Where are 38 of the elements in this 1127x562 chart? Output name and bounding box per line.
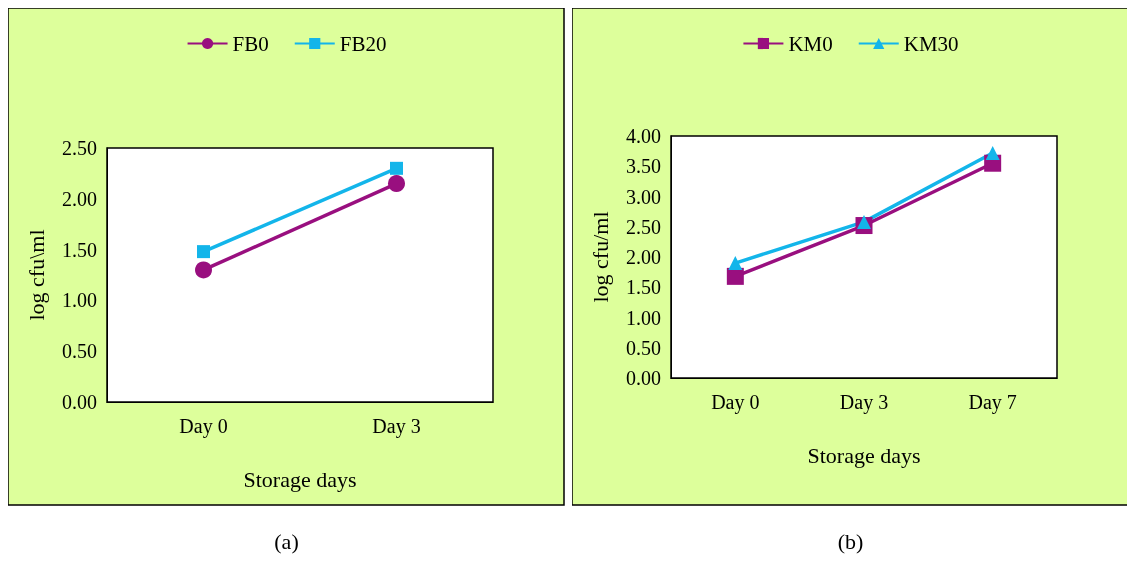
y-tick-label: 1.00 — [626, 306, 661, 329]
y-tick-label: 2.00 — [626, 246, 661, 268]
y-tick-label: 0.50 — [62, 340, 97, 363]
point — [195, 261, 212, 279]
y-tick-label: 0.50 — [626, 336, 661, 359]
x-tick-label: Day 3 — [839, 391, 889, 414]
x-tick-label: Day 0 — [711, 391, 760, 414]
point — [728, 256, 743, 271]
x-tick-label: Day 3 — [372, 415, 421, 438]
point — [726, 267, 744, 285]
legend-label: FB20 — [339, 31, 387, 56]
text: (b) — [837, 528, 864, 554]
y-tick-label: 1.00 — [62, 289, 97, 312]
point — [390, 161, 403, 175]
y-tick-label: 2.00 — [62, 187, 97, 210]
x-axis-title: Storage days — [807, 442, 921, 468]
y-tick-label: 2.50 — [62, 137, 97, 159]
y-tick-label: 2.50 — [626, 215, 661, 238]
x-axis-title: Storage days — [243, 466, 357, 492]
y-axis-title: log cfu/ml — [587, 211, 613, 303]
x-tick-label: Day 7 — [968, 391, 1017, 414]
y-tick-label: 0.00 — [626, 367, 661, 389]
text: (a) — [274, 528, 299, 554]
point — [197, 245, 210, 259]
y-tick-label: 1.50 — [626, 276, 661, 299]
y-tick-label: 3.50 — [626, 155, 661, 178]
legend-label: FB0 — [232, 31, 269, 56]
point — [388, 175, 405, 193]
y-tick-label: 1.50 — [62, 238, 97, 261]
point — [985, 145, 1000, 160]
y-tick-label: 3.00 — [626, 185, 661, 208]
y-tick-label: 0.00 — [62, 391, 97, 413]
legend-label: KM30 — [903, 31, 959, 56]
x-tick-label: Day 0 — [179, 415, 228, 438]
y-tick-label: 4.00 — [626, 125, 661, 147]
legend-label: KM0 — [788, 31, 833, 56]
y-axis-title: log cfu\ml — [23, 229, 49, 321]
point — [857, 214, 871, 229]
